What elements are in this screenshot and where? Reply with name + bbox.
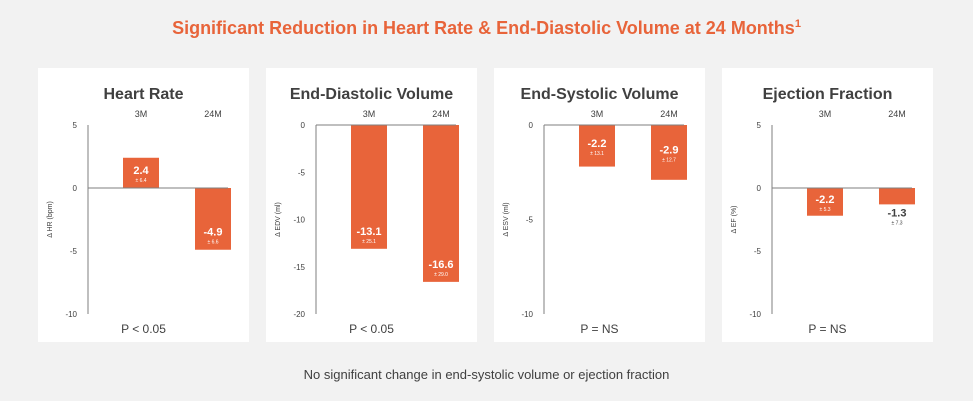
category-label: 24M <box>432 109 450 119</box>
chart-panel-end-systolic-volume: End-Systolic Volume 0 -5 -10 Δ ESV (ml) 3M 24M… <box>494 68 705 342</box>
p-value-label: P = NS <box>580 322 618 336</box>
chart-svg: End-Diastolic Volume 0 -5 -10 -15 -20 Δ EDV (m… <box>275 86 459 336</box>
sd-label: ± 6.6 <box>207 240 218 246</box>
data-label: -2.9 <box>660 144 679 156</box>
data-label: -2.2 <box>816 194 835 206</box>
y-axis-label: Δ EDV (ml) <box>275 202 282 237</box>
y-tick-label: -5 <box>298 168 306 177</box>
p-value-label: P < 0.05 <box>349 322 394 336</box>
y-tick-label: 0 <box>757 184 762 193</box>
title-footnote-marker: 1 <box>794 18 801 30</box>
category-label: 3M <box>591 109 604 119</box>
y-tick-label: -10 <box>65 310 77 319</box>
chart-panel-heart-rate: Heart Rate 5 0 -5 -10 Δ HR (bpm) 3M 24M 2.4 ± 6.4… <box>38 68 249 342</box>
y-axis-label: Δ ESV (ml) <box>503 202 510 236</box>
sd-label: ± 13.1 <box>590 151 604 157</box>
main-title-text: Significant Reduction in Heart Rate & En… <box>172 18 795 38</box>
sd-label: ± 7.3 <box>891 220 902 226</box>
chart-svg: End-Systolic Volume 0 -5 -10 Δ ESV (ml) 3M 24M… <box>503 86 687 336</box>
chart-title: End-Diastolic Volume <box>290 86 453 103</box>
chart-panel-ejection-fraction: Ejection Fraction 5 0 -5 -10 Δ EF (%) 3M 24M -2.… <box>722 68 933 342</box>
bar <box>579 125 615 167</box>
y-tick-label: -10 <box>749 310 761 319</box>
main-title: Significant Reduction in Heart Rate & En… <box>0 18 973 39</box>
footnote: No significant change in end-systolic vo… <box>303 367 670 382</box>
data-label: -1.3 <box>888 207 907 219</box>
y-tick-label: 0 <box>529 121 534 130</box>
p-value-label: P < 0.05 <box>121 322 166 336</box>
data-label: 2.4 <box>133 165 149 177</box>
sd-label: ± 29.0 <box>434 272 448 278</box>
chart-title: Heart Rate <box>103 86 183 103</box>
sd-label: ± 25.1 <box>362 239 376 245</box>
y-tick-label: -5 <box>70 247 78 256</box>
category-label: 3M <box>819 109 832 119</box>
bar <box>651 125 687 180</box>
category-label: 3M <box>363 109 376 119</box>
chart-svg: Heart Rate 5 0 -5 -10 Δ HR (bpm) 3M 24M 2.4± 6.4… <box>47 86 231 336</box>
sd-label: ± 6.4 <box>135 178 146 184</box>
bar <box>123 157 159 188</box>
data-label: -16.6 <box>428 259 453 271</box>
y-axis-label: Δ EF (%) <box>731 205 738 233</box>
bar <box>807 188 843 216</box>
y-tick-label: -20 <box>293 310 305 319</box>
chart-panel-end-diastolic-volume: End-Diastolic Volume 0 -5 -10 -15 -20 Δ EDV (m… <box>266 68 477 342</box>
chart-svg: Ejection Fraction 5 0 -5 -10 Δ EF (%) 3M 24M -2.… <box>731 86 915 336</box>
bar <box>195 188 231 250</box>
chart-title: Ejection Fraction <box>763 86 893 103</box>
category-label: 24M <box>888 109 906 119</box>
y-tick-label: -10 <box>521 310 533 319</box>
y-tick-label: -10 <box>293 216 305 225</box>
y-tick-label: 0 <box>73 184 78 193</box>
bar <box>351 125 387 249</box>
sd-label: ± 5.3 <box>819 207 830 213</box>
y-tick-label: 5 <box>73 121 78 130</box>
data-label: -2.2 <box>588 138 607 150</box>
bar <box>423 125 459 282</box>
y-tick-label: -5 <box>754 247 762 256</box>
category-label: 24M <box>204 109 222 119</box>
category-label: 24M <box>660 109 678 119</box>
data-label: -13.1 <box>356 226 381 238</box>
y-axis-label: Δ HR (bpm) <box>47 201 54 238</box>
sd-label: ± 12.7 <box>662 157 676 163</box>
category-label: 3M <box>135 109 148 119</box>
y-tick-label: -5 <box>526 216 534 225</box>
y-tick-label: 0 <box>301 121 306 130</box>
chart-title: End-Systolic Volume <box>521 86 679 103</box>
p-value-label: P = NS <box>808 322 846 336</box>
bar <box>879 188 915 205</box>
y-tick-label: 5 <box>757 121 762 130</box>
y-tick-label: -15 <box>293 263 305 272</box>
data-label: -4.9 <box>204 227 223 239</box>
